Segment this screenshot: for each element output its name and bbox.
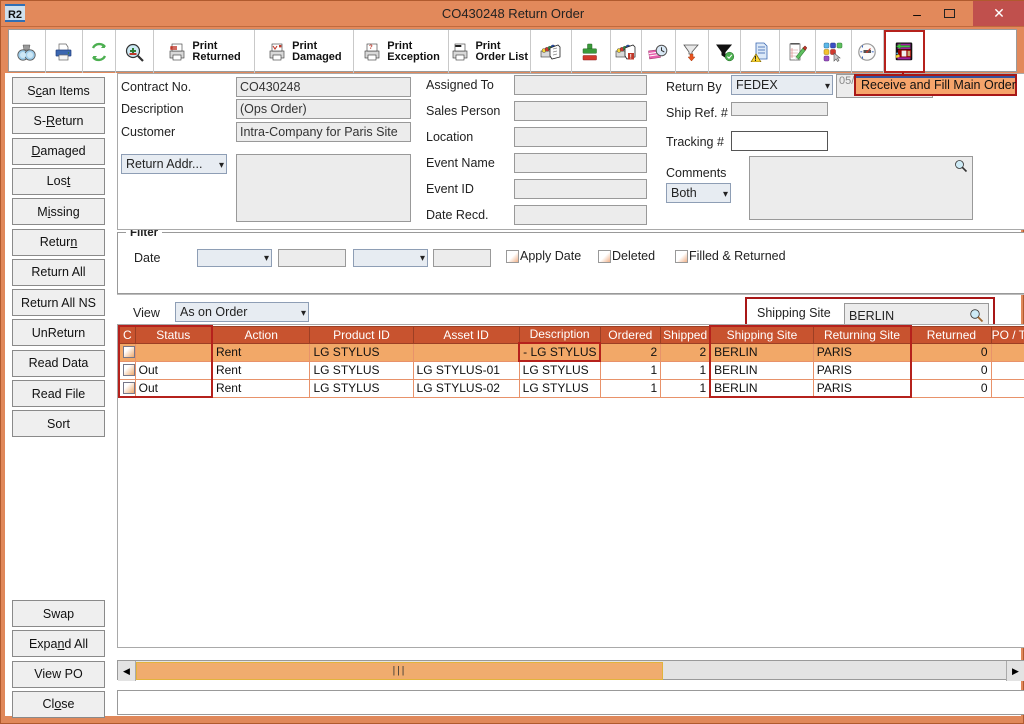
svg-text:!: ! — [630, 54, 632, 60]
svg-text:!: ! — [755, 54, 758, 62]
svg-text:?: ? — [369, 45, 373, 51]
